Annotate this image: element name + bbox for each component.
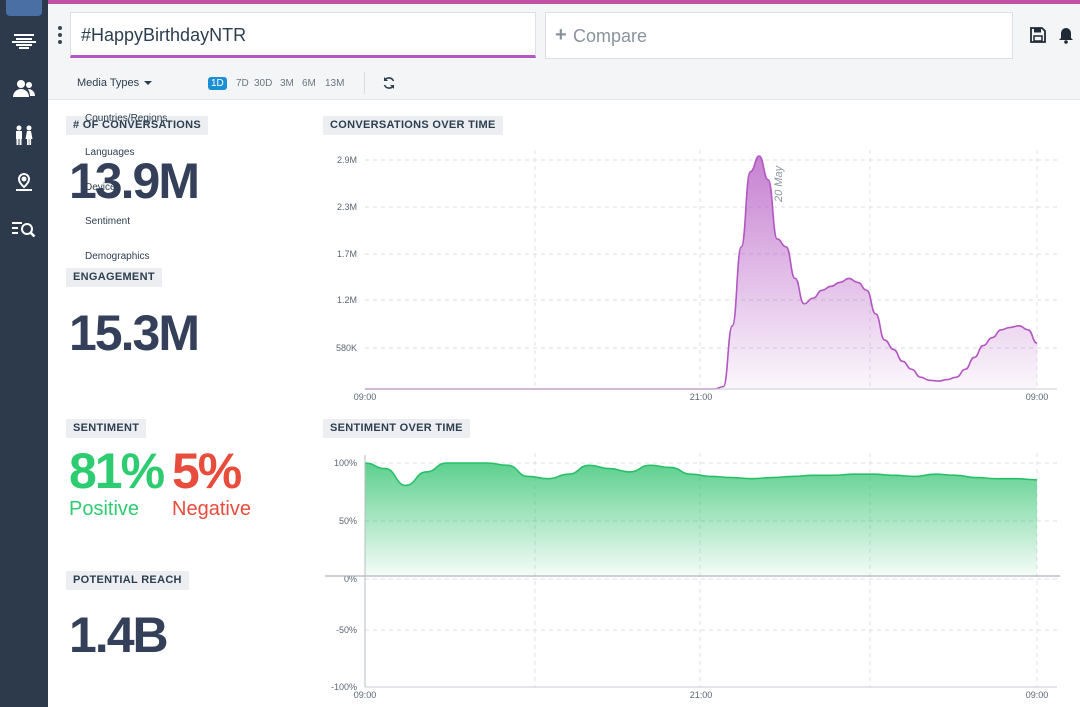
y-tick-label: 2.9M [337, 155, 357, 165]
location-pin-icon [16, 172, 32, 191]
negative-value: 5% [172, 443, 242, 499]
plus-icon: + [555, 24, 567, 46]
bell-icon[interactable] [1057, 26, 1075, 44]
series-area [365, 156, 1037, 389]
media-types-label: Media Types [77, 77, 140, 89]
conversations-value: 13.9M [69, 153, 200, 209]
query-text: #HappyBirthdayNTR [81, 25, 247, 45]
engagement-label: ENGAGEMENT [66, 268, 162, 287]
menu-item-devices[interactable]: Devices [85, 182, 121, 193]
top-accent-bar [0, 0, 1080, 4]
y-tick-label: 2.3M [337, 202, 357, 212]
series-area [365, 463, 1037, 575]
query-header: #HappyBirthdayNTR + Compare Media Types … [48, 4, 1080, 100]
compare-input[interactable]: + Compare [545, 12, 1013, 59]
y-tick-label: -50% [336, 625, 357, 635]
sidebar [0, 0, 48, 707]
y-tick-label: 50% [339, 516, 357, 526]
positive-label: Positive [69, 498, 140, 520]
refresh-icon[interactable] [382, 76, 396, 90]
reach-value: 1.4B [69, 607, 169, 663]
engagement-value: 15.3M [69, 305, 200, 361]
y-tick-label: 0% [344, 574, 357, 584]
y-tick-label: -100% [331, 682, 357, 692]
divider [364, 72, 365, 94]
save-icon[interactable] [1029, 26, 1047, 44]
conversations-chart: 2.9M 2.3M 1.7M 1.2M 580K 09:00 21:00 09:00 20 Ma… [336, 150, 1057, 402]
sidebar-item-locations[interactable] [10, 168, 38, 196]
menu-item-sentiment[interactable]: Sentiment [85, 216, 131, 227]
range-30d[interactable]: 30D [254, 78, 273, 89]
range-1d[interactable]: 1D [208, 77, 227, 90]
y-tick-label: 1.7M [337, 249, 357, 259]
y-tick-label: 1.2M [337, 295, 357, 305]
reach-label: POTENTIAL REACH [66, 571, 189, 590]
sentiment-label: SENTIMENT [66, 419, 147, 438]
compare-label: Compare [573, 26, 648, 46]
menu-item-languages[interactable]: Languages [85, 147, 135, 158]
sidebar-item-demographics[interactable] [10, 121, 38, 149]
x-tick-label: 21:00 [690, 392, 713, 402]
y-tick-label: 580K [336, 343, 357, 353]
users-icon [13, 80, 35, 97]
range-13m[interactable]: 13M [325, 78, 345, 89]
sidebar-item-topics[interactable] [10, 27, 38, 55]
sentiment-chart-title: SENTIMENT OVER TIME [323, 419, 470, 438]
layers-icon [12, 34, 36, 49]
x-tick-label: 09:00 [354, 392, 377, 402]
conversations-label: # OF CONVERSATIONS [66, 116, 209, 135]
x-tick-label: 21:00 [690, 690, 713, 700]
y-tick-label: 100% [334, 458, 357, 468]
conversations-chart-title: CONVERSATIONS OVER TIME [323, 116, 503, 135]
media-types-dropdown[interactable]: Media Types [77, 77, 153, 89]
range-6m[interactable]: 6M [302, 78, 316, 89]
sentiment-chart: 100%50%0%-50%-100%09:00 21:00 09:00 [325, 453, 1060, 700]
x-tick-label: 09:00 [354, 690, 377, 700]
negative-label: Negative [172, 498, 251, 520]
series-line [364, 462, 1038, 487]
range-7d[interactable]: 7D [236, 78, 249, 89]
x-tick-label: 09:00 [1026, 392, 1049, 402]
series-line [365, 155, 1038, 390]
more-options-icon[interactable] [56, 26, 64, 46]
sidebar-item-search[interactable] [10, 215, 38, 243]
date-annotation: 20 May [773, 164, 785, 203]
range-3m[interactable]: 3M [280, 78, 294, 89]
x-tick-label: 09:00 [1026, 690, 1049, 700]
query-input[interactable]: #HappyBirthdayNTR [70, 12, 536, 58]
male-female-icon [16, 125, 33, 145]
menu-item-countries[interactable]: Countries/Regions [85, 113, 168, 124]
list-search-icon [12, 222, 36, 238]
sidebar-item-dashboard[interactable] [6, 0, 42, 16]
menu-item-demographics[interactable]: Demographics [85, 251, 150, 262]
chevron-down-icon [144, 81, 153, 86]
positive-value: 81% [69, 443, 165, 499]
sidebar-item-influencers[interactable] [10, 74, 38, 102]
